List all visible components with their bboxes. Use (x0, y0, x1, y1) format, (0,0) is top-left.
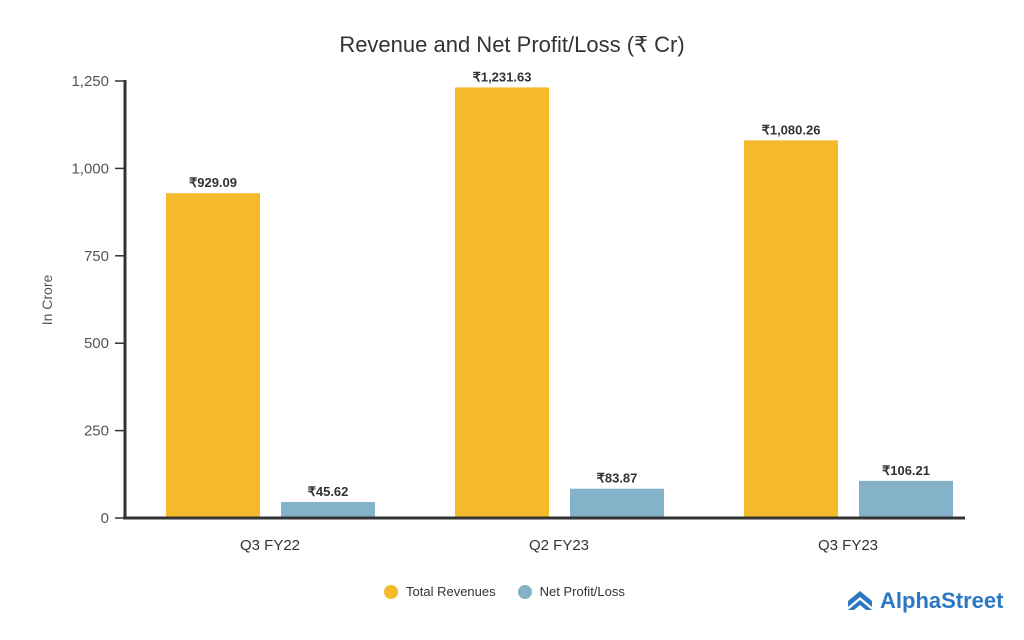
x-tick-label: Q2 FY23 (529, 537, 589, 554)
data-label: ₹929.09 (189, 175, 237, 190)
logo-text: AlphaStreet (880, 588, 1004, 613)
revenue-bar (166, 193, 260, 519)
data-label: ₹1,231.63 (473, 69, 532, 84)
alphastreet-logo: AlphaStreet (846, 588, 1003, 614)
legend-item-revenue: Total Revenues (384, 584, 496, 599)
y-tick-label: 250 (84, 423, 109, 440)
data-label: ₹83.87 (597, 471, 638, 486)
data-label: ₹45.62 (308, 484, 349, 499)
revenue-bar (455, 87, 549, 518)
legend-swatch-revenue (384, 584, 398, 599)
y-tick-label: 500 (84, 335, 109, 352)
chart-title: Revenue and Net Profit/Loss (₹ Cr) (339, 32, 684, 57)
x-tick-label: Q3 FY23 (818, 537, 878, 554)
profit-bar (859, 480, 953, 518)
profit-bar (281, 502, 375, 518)
x-tick-label: Q3 FY22 (240, 537, 300, 554)
y-tick-label: 1,000 (71, 160, 109, 177)
revenue-bar (744, 140, 838, 518)
legend-label: Total Revenues (406, 584, 496, 599)
data-label: ₹1,080.26 (762, 122, 821, 137)
y-tick-label: 1,250 (71, 73, 109, 90)
legend: Total Revenues Net Profit/Loss (384, 584, 625, 599)
profit-bar (570, 488, 664, 518)
y-axis-label: In Crore (39, 275, 55, 326)
logo-chevron-icon (848, 591, 872, 610)
y-tick-label: 0 (101, 510, 109, 527)
legend-swatch-profit (517, 584, 532, 599)
y-tick-label: 750 (84, 248, 109, 265)
data-label: ₹106.21 (882, 463, 930, 478)
legend-item-profit: Net Profit/Loss (517, 584, 625, 599)
legend-label: Net Profit/Loss (539, 584, 625, 599)
